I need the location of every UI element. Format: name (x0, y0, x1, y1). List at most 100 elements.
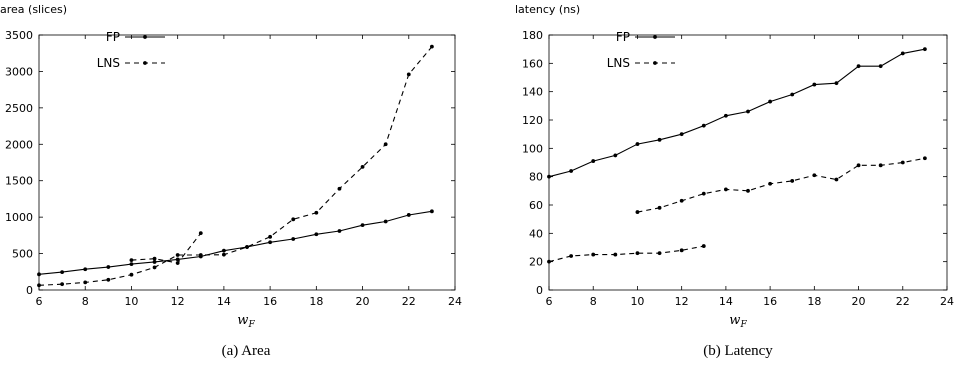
area-series-lns-line (131, 232, 202, 264)
area-x-tick-label: 18 (309, 295, 323, 308)
latency-series-lns-point (746, 188, 750, 193)
latency-series-fp-point (900, 51, 905, 56)
latency-plot-frame (548, 34, 948, 291)
latency-series-fp-point (790, 92, 795, 97)
area-series-fp-point (291, 237, 296, 241)
area-axes: 6 8 10 12 14 16 18 20 22 24 0 500 1000 1500 2000 2500 30… (5, 29, 462, 308)
area-series-lns-point (337, 186, 342, 191)
latency-series-fp-point (701, 123, 706, 128)
latency-series-fp-point (613, 153, 618, 158)
area-x-axis-title: wF (237, 313, 255, 330)
latency-x-axis-title: wF (729, 313, 747, 330)
latency-series-fp-point (768, 99, 773, 104)
area-series-fp-point (152, 260, 157, 264)
area-caption: (a) Area (222, 343, 271, 359)
area-y-axis-title: area (slices) (0, 3, 67, 16)
area-series-lns-point (152, 265, 157, 270)
area-y-tick-label: 2500 (5, 102, 33, 115)
latency-series-lns-point (723, 187, 728, 192)
area-series-lns-point (152, 256, 157, 261)
area-series-fp-point (175, 257, 180, 262)
area-series-lns-point (60, 282, 65, 287)
area-x-tick-label: 16 (263, 295, 277, 308)
area-series-lns-point (383, 142, 388, 147)
latency-x-axis-var: w (729, 313, 740, 328)
latency-axes: 6 8 10 12 14 16 18 20 22 24 0 20 40 60 80 100 120 140 160 1… (522, 29, 954, 308)
latency-series-fp-point (856, 64, 861, 69)
latency-series-lns-point (790, 179, 795, 183)
latency-series-lns-point (768, 181, 773, 186)
area-x-tick-label: 10 (124, 295, 138, 308)
latency-x-tick-label: 20 (852, 295, 866, 308)
area-series-fp-point (429, 209, 434, 214)
area-series-lns-point (198, 231, 203, 236)
latency-series-lns-point (657, 251, 662, 256)
latency-series-lns-point (679, 248, 684, 253)
latency-series-lns-point (635, 210, 640, 214)
latency-x-tick-label: 14 (719, 295, 733, 308)
latency-series-lns-point (922, 156, 927, 161)
area-series-fp-point (268, 240, 273, 245)
latency-series-lns-point (547, 259, 551, 264)
latency-series-fp-line (548, 48, 926, 178)
latency-x-tick-label: 10 (630, 295, 644, 308)
latency-caption: (b) Latency (703, 343, 773, 359)
area-series-fp-point (129, 262, 134, 267)
area-series-lns-point (314, 210, 319, 215)
latency-series-lns-point (812, 173, 817, 178)
area-legend-marker-fp (143, 35, 147, 39)
latency-series-fp-point (812, 82, 817, 87)
latency-y-tick-label: 140 (522, 86, 543, 99)
latency-y-tick-label: 180 (522, 29, 543, 42)
area-y-tick-label: 1000 (5, 211, 33, 224)
area-series-fp-point (106, 265, 111, 269)
latency-series-fp-point (657, 137, 662, 142)
latency-x-tick-label: 22 (896, 295, 910, 308)
area-legend-label-lns: LNS (97, 56, 120, 70)
area-series-fp-point (337, 229, 342, 233)
latency-series-lns-point (878, 163, 883, 168)
area-x-tick-label: 8 (82, 295, 89, 308)
latency-y-axis-title: latency (ns) (515, 3, 580, 16)
area-x-axis-var: w (237, 313, 248, 328)
latency-series-lns-line (548, 245, 704, 263)
latency-series-lns-point (701, 244, 706, 248)
area-series-lns-line (38, 46, 433, 286)
latency-series-fp-point (569, 169, 574, 173)
latency-y-tick-label: 100 (522, 142, 543, 155)
area-series-lns-point (245, 245, 249, 249)
area-series-fp-point (406, 213, 411, 217)
area-plot-frame (38, 34, 456, 291)
area-x-tick-label: 24 (448, 295, 462, 308)
area-series-fp-point (60, 270, 65, 275)
area-series-lns-point (129, 272, 134, 277)
area-series-lns-point (175, 261, 180, 265)
latency-series-fp-point (746, 109, 750, 114)
area-chart: area (slices) 6 8 10 12 14 16 18 20 22 24 0 500 1000… (0, 3, 462, 359)
area-x-tick-label: 22 (402, 295, 416, 308)
latency-x-tick-label: 6 (546, 295, 553, 308)
area-x-tick-label: 20 (356, 295, 370, 308)
area-series-lns-point (268, 234, 273, 239)
area-series-fp-point (83, 267, 88, 272)
area-series-lns-point (429, 44, 434, 49)
latency-series-lns-point (701, 191, 706, 196)
latency-series-lns-point (569, 254, 574, 258)
latency-series-fp-point (834, 81, 839, 86)
latency-series-lns-point (679, 198, 684, 203)
area-x-axis-sub: F (247, 320, 255, 330)
area-y-tick-label: 3500 (5, 29, 33, 42)
latency-series-lns-point (856, 163, 861, 168)
latency-series-fp-point (679, 132, 684, 137)
latency-legend-marker-lns (653, 61, 657, 65)
latency-series-lns-point (613, 252, 618, 257)
area-series-lns-point (406, 72, 411, 77)
latency-series-lns-point (635, 251, 640, 256)
latency-x-tick-label: 18 (807, 295, 821, 308)
area-series-lns-point (291, 217, 296, 222)
area-series-fp-point (221, 248, 226, 253)
area-y-tick-label: 0 (26, 284, 33, 297)
latency-series-fp-point (723, 113, 728, 118)
latency-y-tick-label: 20 (529, 256, 543, 269)
latency-x-tick-label: 16 (763, 295, 777, 308)
